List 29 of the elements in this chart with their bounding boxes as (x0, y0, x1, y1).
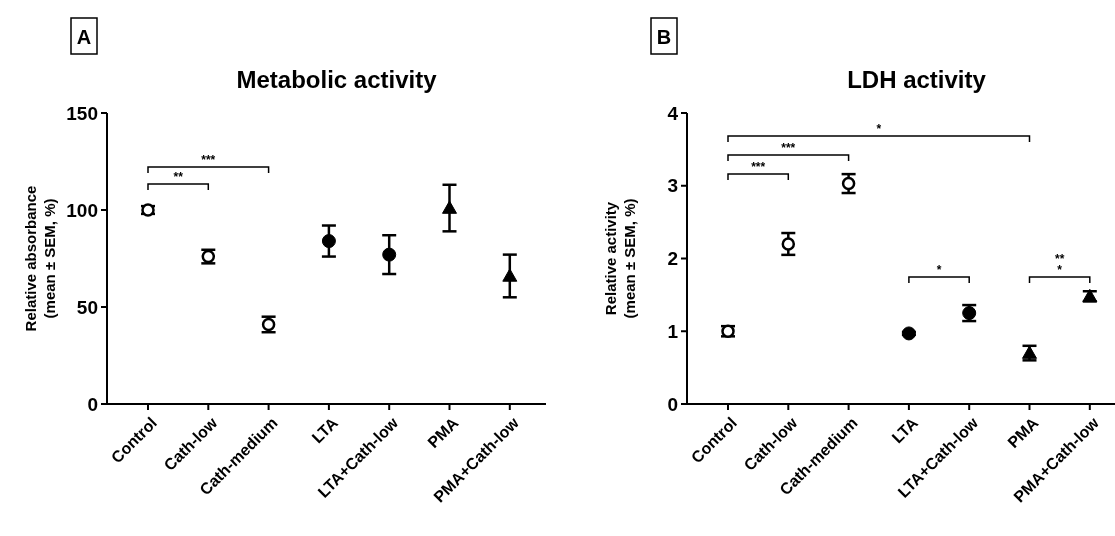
point (442, 200, 457, 214)
annotation: * (1057, 263, 1063, 277)
point (841, 176, 856, 191)
annotation: *** (201, 153, 216, 167)
annotation: ** (173, 170, 184, 184)
annotation: *** (781, 141, 796, 155)
y-tick-label: 50 (76, 296, 98, 318)
annotation: * (936, 263, 942, 277)
y-tick-label: 0 (667, 393, 678, 415)
y-tick-label: 0 (87, 393, 98, 415)
annotation: * (876, 122, 882, 136)
y-axis-title: Relative activity (mean ± SEM, %) (602, 198, 638, 319)
chart-title: Metabolic activity (236, 66, 438, 93)
chart-title: LDH activity (847, 66, 987, 93)
y-tick-label: 150 (66, 102, 98, 124)
y-tick-label: 3 (667, 175, 678, 197)
y-axis-title: Relative absorbance (mean ± SEM, %) (22, 185, 58, 332)
y-tick-label: 100 (66, 199, 98, 221)
annotation: ** (1054, 252, 1065, 266)
point (502, 268, 518, 282)
y-tick-label: 2 (667, 248, 678, 270)
text: B (656, 26, 672, 48)
point (781, 237, 796, 251)
point (321, 234, 336, 249)
y-tick-label: 4 (667, 102, 679, 124)
annotation: *** (751, 160, 766, 174)
text: A (76, 26, 92, 48)
y-tick-label: 1 (667, 320, 679, 342)
point (382, 247, 397, 262)
